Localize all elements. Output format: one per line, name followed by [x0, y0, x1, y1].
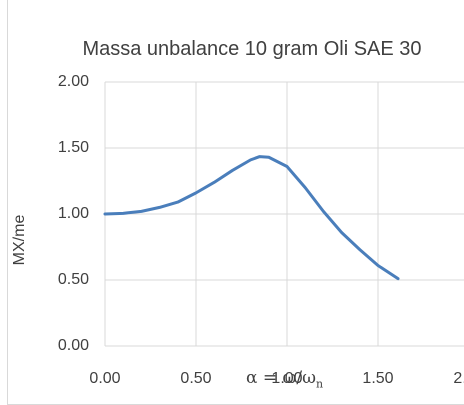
y-axis-label: MX/me [11, 215, 28, 266]
x-tick-label: 1.00 [271, 370, 302, 387]
data-line [103, 155, 400, 281]
x-tick-label: 2.00 [453, 370, 464, 387]
x-tick-label: 1.50 [362, 370, 393, 387]
x-axis-label: α = ω/ωn [246, 368, 323, 390]
y-tick-label: 0.50 [58, 271, 89, 288]
y-tick-label: 2.00 [58, 73, 89, 90]
y-tick-label: 0.00 [58, 337, 89, 354]
x-axis-label-main: α = ω/ω [246, 368, 316, 388]
x-tick-label: 0.50 [180, 370, 211, 387]
y-tick-label: 1.00 [58, 205, 89, 222]
x-axis-label-subscript: n [315, 377, 324, 391]
x-tick-label: 0.00 [89, 370, 120, 387]
y-tick-label: 1.50 [58, 139, 89, 156]
chart-title: Massa unbalance 10 gram Oli SAE 30 [82, 38, 422, 60]
